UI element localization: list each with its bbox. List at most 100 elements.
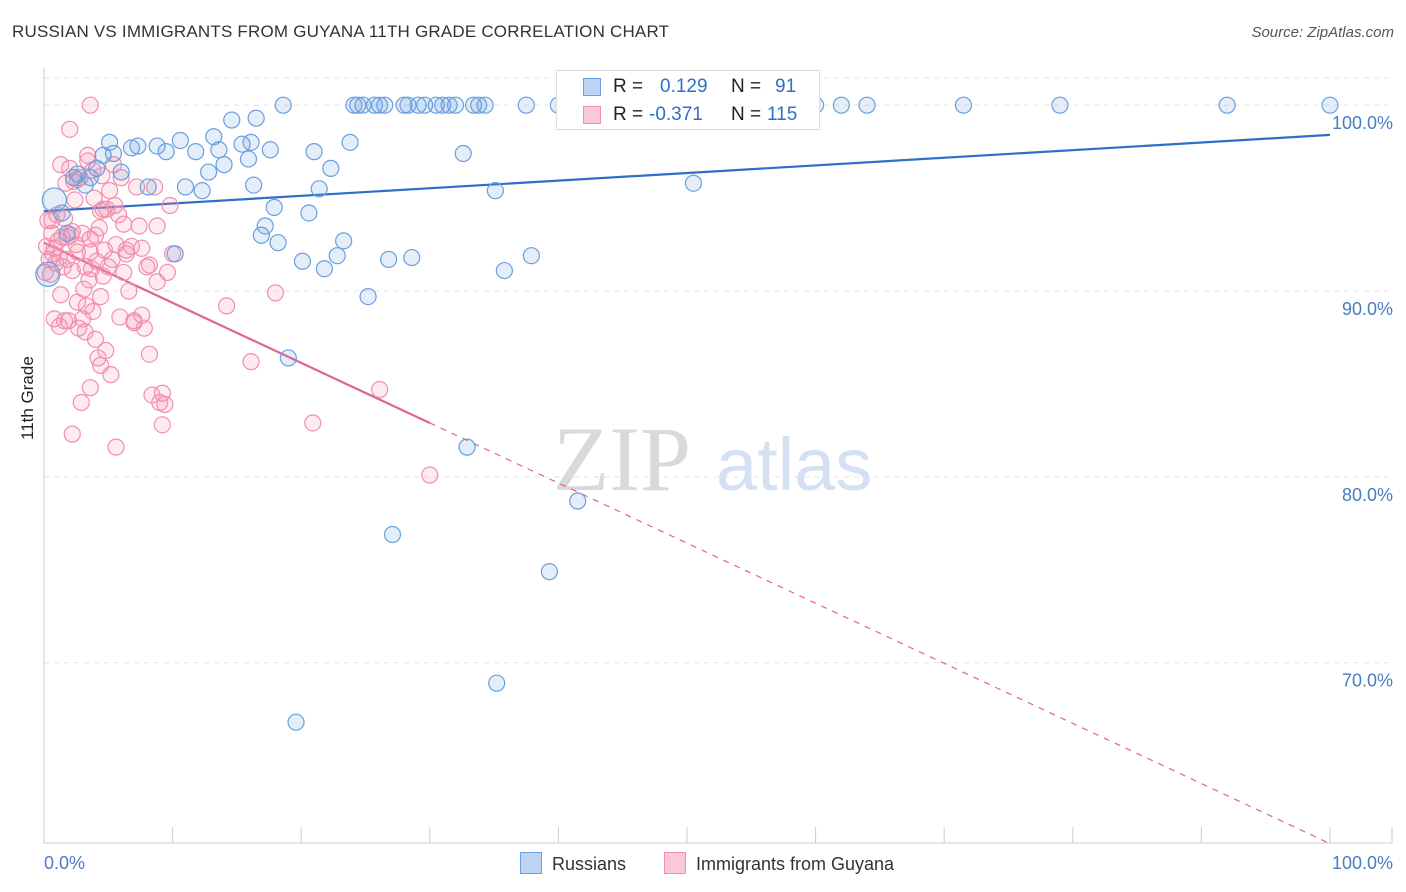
guyana-trend-extension: [429, 422, 1331, 845]
russian-point: [139, 178, 157, 196]
guyana-point: [218, 297, 236, 315]
guyana-point: [153, 416, 171, 434]
guyana-point: [304, 414, 322, 432]
guyana-point: [61, 120, 79, 138]
guyana-swatch: [583, 106, 601, 124]
russian-point: [446, 96, 465, 114]
russian-point: [380, 250, 398, 269]
stats-row-russians: R = 0.129 N = 91: [557, 73, 821, 101]
russians-n-value: 91: [775, 76, 797, 97]
guyana-point: [112, 169, 130, 187]
russian-point: [440, 96, 458, 114]
guyana-point: [75, 280, 93, 298]
guyana-point: [91, 356, 110, 374]
russian-point: [242, 133, 260, 151]
y-tick-label: 100.0%: [1332, 113, 1393, 133]
russian-point: [470, 96, 488, 114]
watermark-atlas: atlas: [716, 423, 872, 506]
russian-point: [274, 96, 292, 114]
guyana-point: [115, 263, 133, 282]
series-guyana-points: [36, 96, 439, 484]
x-tick-label: 0.0%: [44, 853, 85, 873]
guyana-point: [66, 191, 84, 209]
russian-point: [341, 133, 359, 151]
russian-point: [269, 234, 287, 252]
guyana-point: [55, 312, 74, 330]
guyana-point: [133, 306, 151, 324]
y-tick-label: 70.0%: [1342, 671, 1393, 691]
guyana-point: [81, 243, 99, 261]
russian-point: [434, 96, 452, 114]
guyana-point: [109, 206, 128, 224]
russian-point: [335, 232, 353, 250]
guyana-point: [115, 215, 133, 233]
guyana-point: [52, 156, 70, 174]
russian-point: [349, 96, 367, 114]
russian-point: [176, 178, 195, 196]
russian-point: [395, 96, 413, 114]
stats-row-guyana: R = -0.371 N = 115: [557, 101, 821, 129]
guyana-point: [371, 380, 389, 399]
russian-point: [832, 96, 850, 114]
russian-point: [427, 96, 445, 114]
russian-point: [279, 349, 297, 367]
guyana-point: [81, 379, 99, 397]
tick-labels: 70.0% 80.0% 90.0% 100.0% 0.0% 100.0%: [44, 113, 1393, 873]
guyana-point: [161, 196, 179, 215]
russian-point: [569, 492, 587, 510]
russian-point: [256, 217, 274, 235]
russian-point: [522, 247, 540, 265]
russian-point: [245, 176, 263, 194]
guyana-point: [140, 256, 159, 274]
guyana-point: [138, 258, 156, 276]
guyana-point: [63, 425, 81, 443]
guyana-point: [41, 265, 60, 283]
guyana-point: [100, 182, 119, 200]
y-tick-label: 80.0%: [1342, 485, 1393, 505]
watermark: ZIP atlas: [553, 408, 872, 510]
guyana-point: [81, 96, 99, 114]
russian-point: [81, 169, 99, 187]
guyana-point: [148, 273, 166, 291]
legend: Russians Immigrants from Guyana: [0, 852, 1406, 878]
guyana-point: [421, 466, 439, 484]
guyana-point: [50, 248, 69, 267]
russian-point: [684, 174, 703, 192]
russians-r-label: R =: [613, 76, 644, 97]
russian-point: [200, 163, 218, 181]
russian-point: [171, 131, 189, 150]
russian-point: [517, 96, 535, 114]
russian-point: [210, 141, 228, 159]
russian-point: [488, 674, 506, 692]
russian-point: [359, 287, 377, 306]
guyana-point: [73, 310, 92, 328]
russian-point: [858, 96, 876, 114]
guyana-point: [68, 243, 87, 261]
russian-point: [129, 137, 147, 155]
guyana-point: [86, 330, 105, 348]
russian-point: [454, 144, 472, 163]
axes: [43, 68, 1393, 844]
russian-point: [205, 128, 223, 146]
guyana-r-value: -0.371: [649, 104, 703, 125]
russian-point: [1321, 96, 1339, 114]
russians-swatch: [583, 78, 601, 96]
russian-point: [305, 143, 323, 161]
russian-point: [166, 245, 184, 263]
legend-guyana: Immigrants from Guyana: [664, 852, 894, 875]
legend-russians-swatch: [520, 852, 542, 874]
guyana-point: [120, 282, 138, 300]
guyana-point: [91, 202, 110, 220]
russian-point: [293, 252, 312, 270]
russian-point: [122, 139, 141, 157]
russian-point: [409, 96, 427, 114]
guyana-point: [266, 284, 285, 302]
russian-point: [157, 143, 175, 161]
guyana-point: [242, 353, 260, 371]
guyana-n-label: N =: [731, 104, 762, 125]
guyana-point: [148, 217, 166, 235]
russian-point: [261, 141, 279, 159]
guyana-point: [117, 241, 135, 259]
guyana-point: [52, 286, 70, 304]
